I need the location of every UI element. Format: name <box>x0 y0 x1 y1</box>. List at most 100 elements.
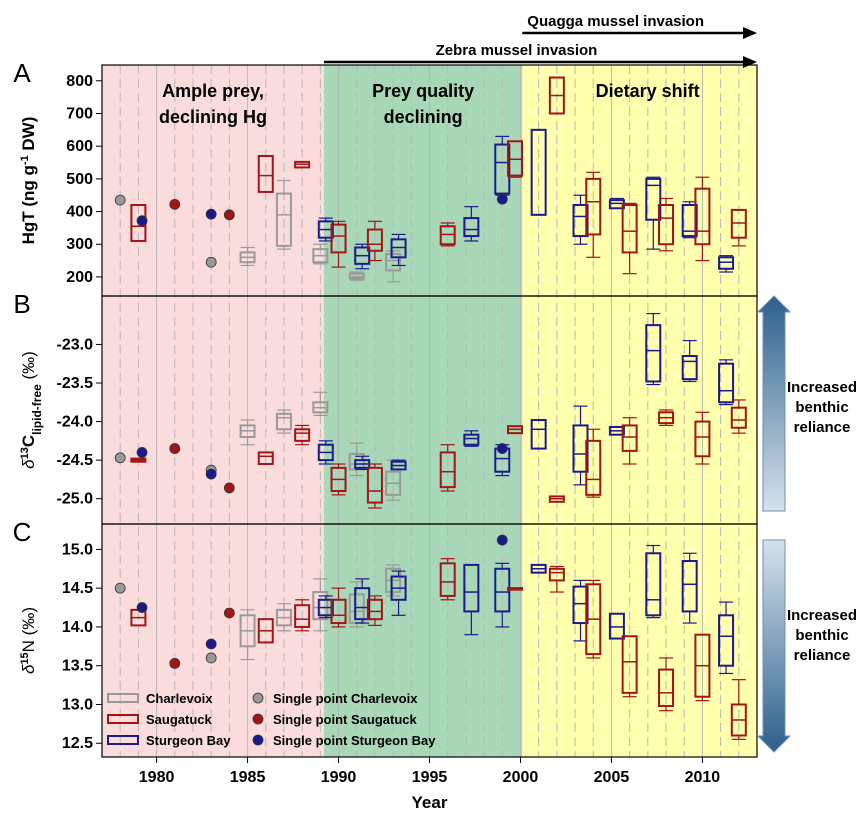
box-body <box>681 355 698 381</box>
legend-item-5: Single point Sturgeon Bay <box>252 733 436 748</box>
legend-item-3: Single point Charlevoix <box>252 691 418 706</box>
box-B-28 <box>730 399 747 434</box>
box-B-4 <box>294 424 311 446</box>
box-body <box>354 587 371 621</box>
x-axis-title: Year <box>412 793 448 812</box>
legend-swatch <box>107 714 139 724</box>
invasion-label-1: Zebra mussel invasion <box>436 42 598 59</box>
box-C-7 <box>330 587 347 628</box>
box-A-6 <box>317 217 334 242</box>
box-A-18 <box>548 76 565 115</box>
box-A-16 <box>507 140 524 178</box>
box-body <box>608 612 625 640</box>
side-arrow <box>756 295 792 512</box>
box-body <box>275 192 292 247</box>
era-label-0-1: declining Hg <box>159 107 267 127</box>
box-C-20 <box>585 579 602 659</box>
box-body <box>385 253 402 272</box>
era-label-2-0: Dietary shift <box>596 81 700 101</box>
box-A-2 <box>257 154 274 193</box>
box-C-6 <box>317 595 334 619</box>
box-C-14 <box>463 563 480 636</box>
box-body <box>530 419 547 450</box>
box-body <box>585 439 602 496</box>
box-B-20 <box>585 428 602 498</box>
point-B-0 <box>114 452 126 464</box>
box-C-26 <box>694 633 711 702</box>
box-C-24 <box>658 657 675 712</box>
box-B-14 <box>463 430 480 447</box>
point-B-1 <box>136 447 148 458</box>
y-tick-label-A-5: 700 <box>66 105 93 122</box>
y-tick-label-A-6: 800 <box>66 73 93 90</box>
x-tick-label-1990: 1990 <box>321 769 357 786</box>
box-body <box>294 604 311 628</box>
box-body <box>463 433 480 446</box>
era-band-2 <box>522 65 757 757</box>
box-body <box>645 552 662 617</box>
box-body <box>463 217 480 238</box>
box-A-14 <box>463 206 480 242</box>
box-B-2 <box>257 451 274 465</box>
box-A-3 <box>275 179 292 250</box>
side-label-1: benthic <box>795 627 848 644</box>
legend-label: Single point Saugatuck <box>273 712 418 727</box>
box-C-16 <box>507 587 524 591</box>
box-body <box>730 208 747 239</box>
box-body <box>330 598 347 625</box>
box-body <box>507 140 524 177</box>
box-C-1 <box>239 609 256 661</box>
era-label-1-0: Prey quality <box>372 81 474 101</box>
single-points <box>114 193 508 669</box>
box-body <box>718 362 735 404</box>
box-body <box>439 451 456 489</box>
box-body <box>312 591 329 621</box>
era-label-0-0: Ample prey, <box>162 81 264 101</box>
y-axis-title-C: δ15N (‰) <box>19 607 38 674</box>
box-B-9 <box>354 455 371 470</box>
box-body <box>572 424 589 473</box>
box-B-18 <box>548 495 565 503</box>
panel-letter-A: A <box>13 58 31 88</box>
y-tick-label-B-2: -24.0 <box>57 414 94 431</box>
legend-item-2: Sturgeon Bay <box>107 733 231 748</box>
x-tick-label-2000: 2000 <box>503 769 539 786</box>
box-body <box>621 204 638 254</box>
point-C-0 <box>114 582 126 594</box>
box-B-27 <box>718 359 735 406</box>
y-tick-label-C-2: 13.5 <box>62 658 93 675</box>
point-B-2 <box>169 443 181 454</box>
box-body <box>257 451 274 465</box>
legend-label: Single point Charlevoix <box>273 691 418 706</box>
box-A-26 <box>694 176 711 262</box>
box-A-23 <box>645 176 662 250</box>
box-A-13 <box>439 222 456 247</box>
box-body <box>621 424 638 452</box>
legend-label: Sturgeon Bay <box>146 733 231 748</box>
box-A-10 <box>366 220 383 262</box>
box-B-12 <box>390 459 407 471</box>
box-B-24 <box>658 409 675 427</box>
axes: 200 300 400 500 600 700 800 A HgT (ng g-1 DW) -25… <box>13 58 721 812</box>
box-A-21 <box>608 197 625 210</box>
y-tick-label-A-0: 200 <box>66 269 93 286</box>
box-body <box>463 563 480 613</box>
legend-label: Single point Sturgeon Bay <box>273 733 436 748</box>
y-axis-title-B: δ13Clipid-free (‰) <box>19 351 44 469</box>
x-tick-label-1995: 1995 <box>412 769 448 786</box>
box-C-19 <box>572 579 589 642</box>
box-body <box>621 635 638 694</box>
point-B-5 <box>223 482 235 494</box>
x-tick-label-1985: 1985 <box>230 769 266 786</box>
y-tick-label-B-1: -24.5 <box>57 452 94 469</box>
y-tick-label-B-0: -25.0 <box>57 491 94 508</box>
panel-letter-C: C <box>13 517 32 547</box>
point-A-3 <box>205 256 217 268</box>
box-B-7 <box>330 463 347 496</box>
box-C-13 <box>439 558 456 601</box>
box-body <box>718 256 735 270</box>
box-C-2 <box>257 618 274 644</box>
box-body <box>548 567 565 582</box>
box-C-27 <box>718 601 735 675</box>
box-A-12 <box>390 233 407 267</box>
